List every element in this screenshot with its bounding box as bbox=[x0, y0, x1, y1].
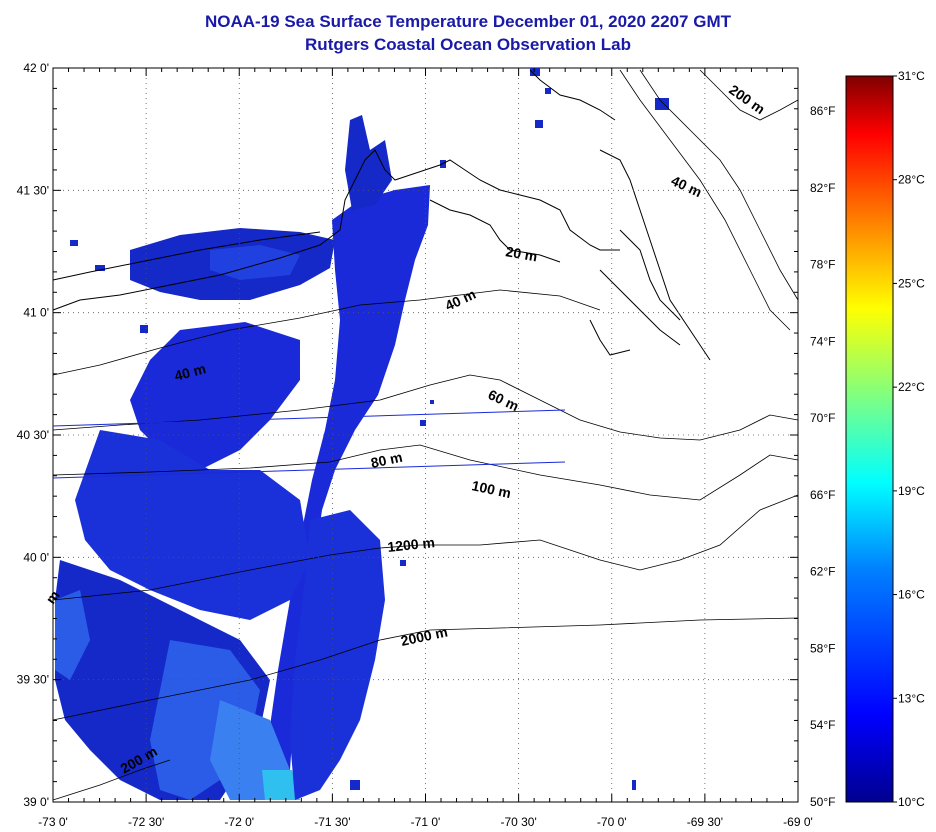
contour-label: 80 m bbox=[369, 449, 404, 471]
celsius-label: 13°C bbox=[898, 691, 925, 705]
fahrenheit-labels: 86°F 82°F 78°F 74°F 70°F 66°F 62°F 58°F 54°F 50°F bbox=[810, 104, 835, 809]
lon-label: -73 0' bbox=[38, 815, 68, 829]
graticule bbox=[53, 68, 798, 802]
celsius-label: 31°C bbox=[898, 69, 925, 83]
contour-label: 40 m bbox=[173, 360, 208, 384]
transect-lines bbox=[52, 409, 566, 479]
latitude-labels: 42 0' 41 30' 41 0' 40 30' 40 0' 39 30' 39 0' bbox=[17, 61, 49, 809]
fahrenheit-label: 82°F bbox=[810, 181, 835, 195]
map-subtitle: Rutgers Coastal Ocean Observation Lab bbox=[305, 35, 631, 54]
celsius-label: 28°C bbox=[898, 173, 925, 187]
lat-label: 41 30' bbox=[17, 183, 49, 197]
celsius-label: 19°C bbox=[898, 484, 925, 498]
coastlines bbox=[52, 69, 711, 361]
lon-label: -69 30' bbox=[687, 815, 723, 829]
lat-label: 40 30' bbox=[17, 428, 49, 442]
lat-label: 39 0' bbox=[23, 795, 49, 809]
fahrenheit-label: 54°F bbox=[810, 718, 835, 732]
lon-label: -72 30' bbox=[128, 815, 164, 829]
colorbar-labels: 31°C 28°C 25°C 22°C 19°C 16°C 13°C 10°C bbox=[893, 69, 925, 809]
fahrenheit-label: 78°F bbox=[810, 258, 835, 272]
lon-label: -71 0' bbox=[411, 815, 441, 829]
lat-label: 42 0' bbox=[23, 61, 49, 75]
contour-label: 1200 m bbox=[387, 534, 436, 555]
longitude-labels: -73 0' -72 30' -72 0' -71 30' -71 0' -70 30' -… bbox=[38, 815, 813, 829]
fahrenheit-label: 62°F bbox=[810, 565, 835, 579]
lon-label: -70 30' bbox=[500, 815, 536, 829]
contour-label: 20 m bbox=[504, 243, 538, 264]
lon-label: -70 0' bbox=[597, 815, 627, 829]
fahrenheit-label: 74°F bbox=[810, 334, 835, 348]
lon-label: -71 30' bbox=[314, 815, 350, 829]
colorbar bbox=[845, 75, 894, 803]
bathymetry-contours bbox=[52, 69, 799, 801]
lon-label: -69 0' bbox=[783, 815, 813, 829]
fahrenheit-label: 66°F bbox=[810, 488, 835, 502]
map-title: NOAA-19 Sea Surface Temperature December… bbox=[205, 12, 731, 31]
lat-label: 40 0' bbox=[23, 550, 49, 564]
celsius-label: 25°C bbox=[898, 276, 925, 290]
lat-label: 39 30' bbox=[17, 673, 49, 687]
fahrenheit-label: 50°F bbox=[810, 795, 835, 809]
celsius-label: 22°C bbox=[898, 380, 925, 394]
celsius-label: 16°C bbox=[898, 588, 925, 602]
axis-ticks bbox=[52, 67, 799, 803]
celsius-label: 10°C bbox=[898, 795, 925, 809]
fahrenheit-label: 58°F bbox=[810, 641, 835, 655]
lon-label: -72 0' bbox=[224, 815, 254, 829]
fahrenheit-label: 70°F bbox=[810, 411, 835, 425]
fahrenheit-label: 86°F bbox=[810, 104, 835, 118]
lat-label: 41 0' bbox=[23, 306, 49, 320]
